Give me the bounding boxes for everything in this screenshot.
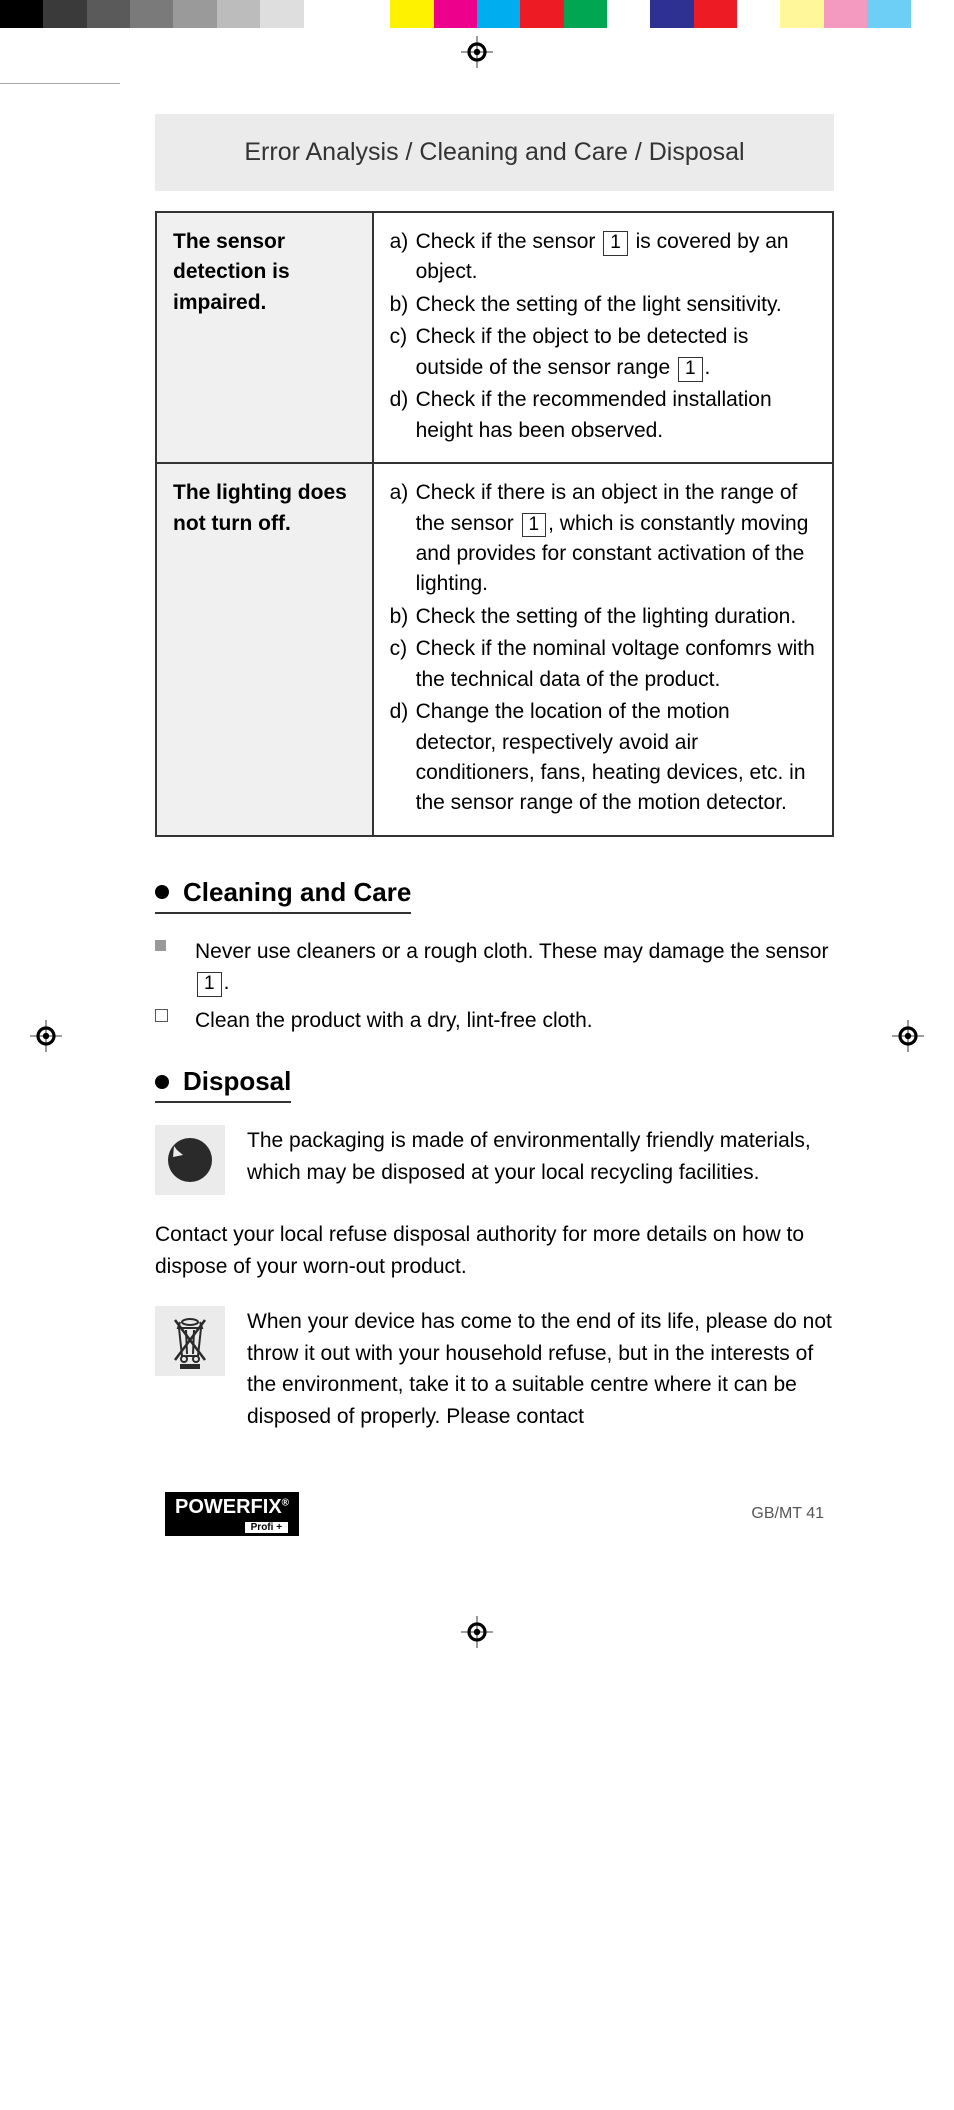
list-item: Never use cleaners or a rough cloth. The… [195, 936, 834, 999]
weee-bin-icon [155, 1306, 225, 1376]
recycle-icon [155, 1125, 225, 1195]
section-heading-disposal: Disposal [155, 1066, 291, 1103]
registration-mark-bottom [0, 1616, 954, 1653]
page-header: Error Analysis / Cleaning and Care / Dis… [155, 114, 834, 191]
solution-cell: a)Check if there is an object in the ran… [373, 463, 833, 836]
sensor-ref-box: 1 [197, 972, 222, 997]
section-title: Cleaning and Care [183, 877, 411, 908]
disposal-recycle-row: The packaging is made of environmentally… [155, 1125, 834, 1195]
problem-cell: The lighting does not turn off. [156, 463, 373, 836]
bullet-icon [155, 1075, 169, 1089]
page-footer: POWERFIX® Profi + GB/MT 41 [155, 1492, 834, 1536]
sensor-ref-box: 1 [678, 357, 703, 382]
disposal-text: The packaging is made of environmentally… [247, 1125, 834, 1188]
troubleshooting-table: The sensor detection is impaired.a)Check… [155, 211, 834, 837]
section-title: Disposal [183, 1066, 291, 1097]
registration-mark-top [0, 36, 954, 73]
solution-cell: a)Check if the sensor 1 is covered by an… [373, 212, 833, 463]
list-item: Clean the product with a dry, lint-free … [195, 1005, 834, 1037]
section-heading-cleaning: Cleaning and Care [155, 877, 411, 914]
header-title: Error Analysis / Cleaning and Care / Dis… [244, 138, 744, 166]
bullet-icon [155, 885, 169, 899]
problem-cell: The sensor detection is impaired. [156, 212, 373, 463]
brand-logo: POWERFIX® Profi + [165, 1492, 299, 1536]
brand-name: POWERFIX [175, 1496, 282, 1518]
page-number: GB/MT 41 [751, 1505, 824, 1523]
sensor-ref-box: 1 [603, 231, 628, 256]
color-calibration-bar [0, 0, 954, 28]
cleaning-list: Never use cleaners or a rough cloth. The… [155, 936, 834, 1037]
brand-subline: Profi + [244, 1521, 289, 1534]
sensor-ref-box: 1 [522, 513, 547, 538]
weee-text: When your device has come to the end of … [247, 1306, 834, 1432]
disposal-weee-row: When your device has come to the end of … [155, 1306, 834, 1432]
disposal-contact-text: Contact your local refuse disposal autho… [155, 1219, 834, 1282]
